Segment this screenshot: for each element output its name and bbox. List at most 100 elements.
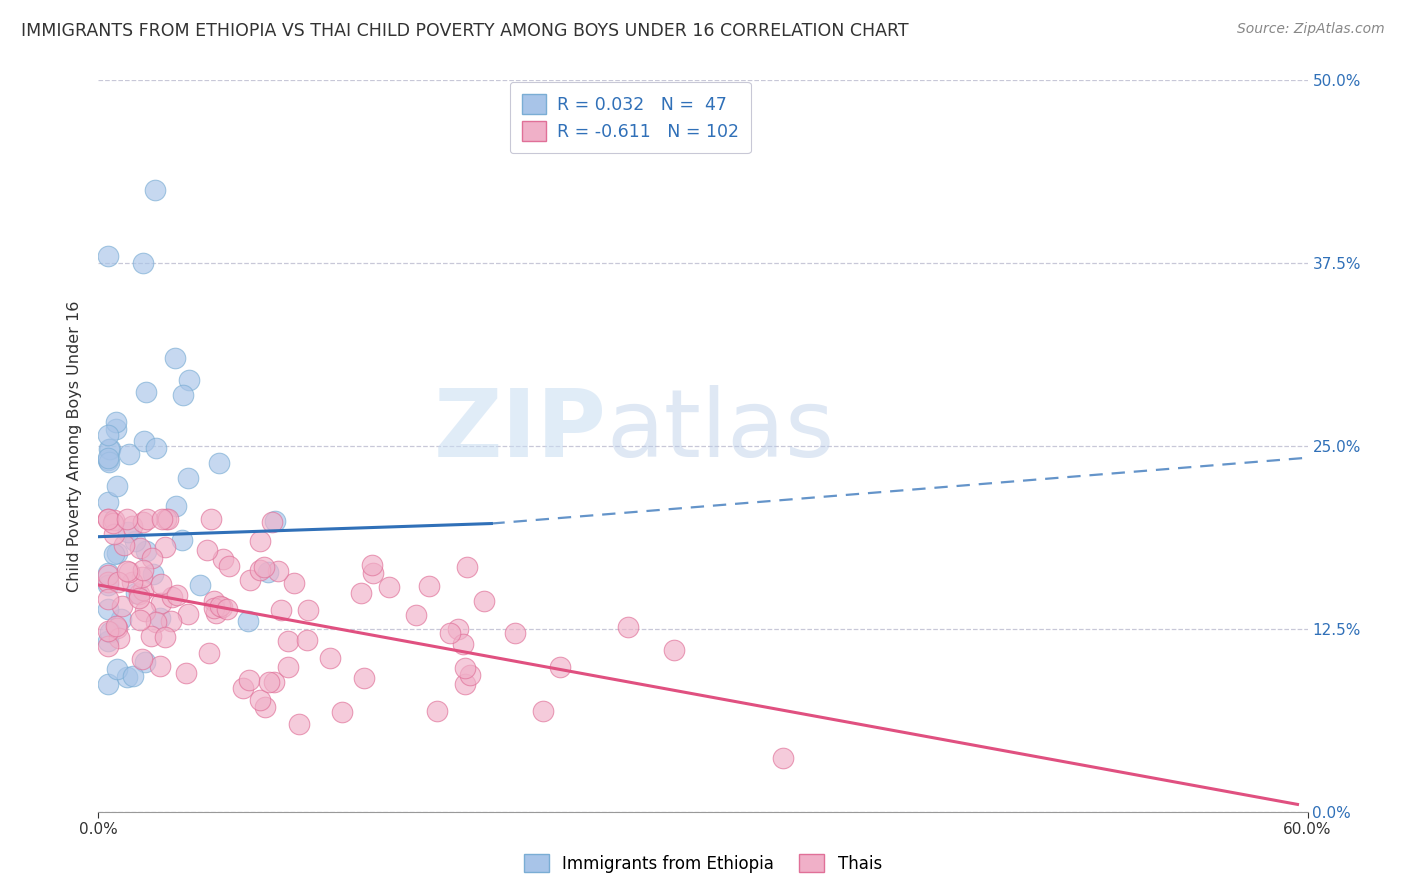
Point <box>132 434 155 449</box>
Point <box>125 586 148 600</box>
Point <box>105 479 128 493</box>
Point <box>150 512 173 526</box>
Point <box>211 600 233 615</box>
Point <box>112 538 135 552</box>
Point <box>662 642 685 657</box>
Point <box>97 677 120 691</box>
Point <box>97 494 120 508</box>
Point <box>149 659 172 673</box>
Point <box>616 620 638 634</box>
Point <box>97 427 120 442</box>
Point <box>105 621 128 635</box>
Point <box>257 565 280 579</box>
Point <box>97 591 120 606</box>
Point <box>253 559 276 574</box>
Point <box>270 602 292 616</box>
Point <box>439 625 461 640</box>
Point <box>105 546 128 560</box>
Point <box>177 607 200 621</box>
Point <box>212 552 235 566</box>
Point <box>353 671 375 685</box>
Point <box>115 512 138 526</box>
Legend: Immigrants from Ethiopia, Thais: Immigrants from Ethiopia, Thais <box>517 847 889 880</box>
Point <box>129 541 152 555</box>
Point <box>332 705 354 719</box>
Point <box>153 630 176 644</box>
Point <box>179 373 201 387</box>
Point <box>156 512 179 526</box>
Point <box>98 625 121 640</box>
Point <box>121 574 143 589</box>
Point <box>202 594 225 608</box>
Point <box>172 388 194 402</box>
Point <box>162 590 184 604</box>
Point <box>121 669 143 683</box>
Point <box>418 579 440 593</box>
Point <box>472 593 495 607</box>
Point <box>115 564 138 578</box>
Point <box>101 516 124 530</box>
Point <box>97 568 120 582</box>
Point <box>297 603 319 617</box>
Point <box>132 564 155 578</box>
Point <box>254 699 277 714</box>
Legend: R = 0.032   N =  47, R = -0.611   N = 102: R = 0.032 N = 47, R = -0.611 N = 102 <box>510 82 751 153</box>
Point <box>283 575 305 590</box>
Point <box>533 705 555 719</box>
Point <box>132 516 155 530</box>
Point <box>198 646 221 660</box>
Point <box>97 512 120 526</box>
Point <box>249 533 271 548</box>
Point <box>215 602 238 616</box>
Point <box>135 384 157 399</box>
Point <box>97 575 120 590</box>
Point <box>97 577 120 591</box>
Point <box>141 551 163 566</box>
Point <box>110 612 132 626</box>
Point <box>121 519 143 533</box>
Point <box>97 512 120 526</box>
Point <box>264 514 287 528</box>
Point <box>170 533 193 547</box>
Point <box>139 629 162 643</box>
Point <box>97 639 120 653</box>
Point <box>107 574 129 589</box>
Point <box>267 564 290 578</box>
Point <box>160 615 183 629</box>
Point <box>97 624 120 638</box>
Point <box>288 716 311 731</box>
Point <box>361 558 384 572</box>
Point <box>103 527 125 541</box>
Point <box>153 540 176 554</box>
Point <box>772 751 794 765</box>
Point <box>97 249 120 263</box>
Point <box>166 588 188 602</box>
Point <box>239 573 262 587</box>
Point <box>218 559 240 574</box>
Point <box>350 586 373 600</box>
Point <box>249 692 271 706</box>
Point <box>149 610 172 624</box>
Point <box>163 351 186 366</box>
Point <box>149 577 172 591</box>
Point <box>174 665 197 680</box>
Point <box>150 596 173 610</box>
Point <box>238 673 260 688</box>
Point <box>257 675 280 690</box>
Point <box>105 662 128 676</box>
Point <box>231 681 253 695</box>
Point <box>378 580 401 594</box>
Text: Source: ZipAtlas.com: Source: ZipAtlas.com <box>1237 22 1385 37</box>
Point <box>134 655 156 669</box>
Point <box>447 622 470 636</box>
Point <box>405 608 427 623</box>
Point <box>263 675 285 690</box>
Point <box>143 183 166 197</box>
Point <box>165 499 187 513</box>
Point <box>97 453 120 467</box>
Point <box>117 524 139 539</box>
Point <box>111 599 134 614</box>
Point <box>145 441 167 455</box>
Point <box>454 677 477 691</box>
Point <box>124 533 146 548</box>
